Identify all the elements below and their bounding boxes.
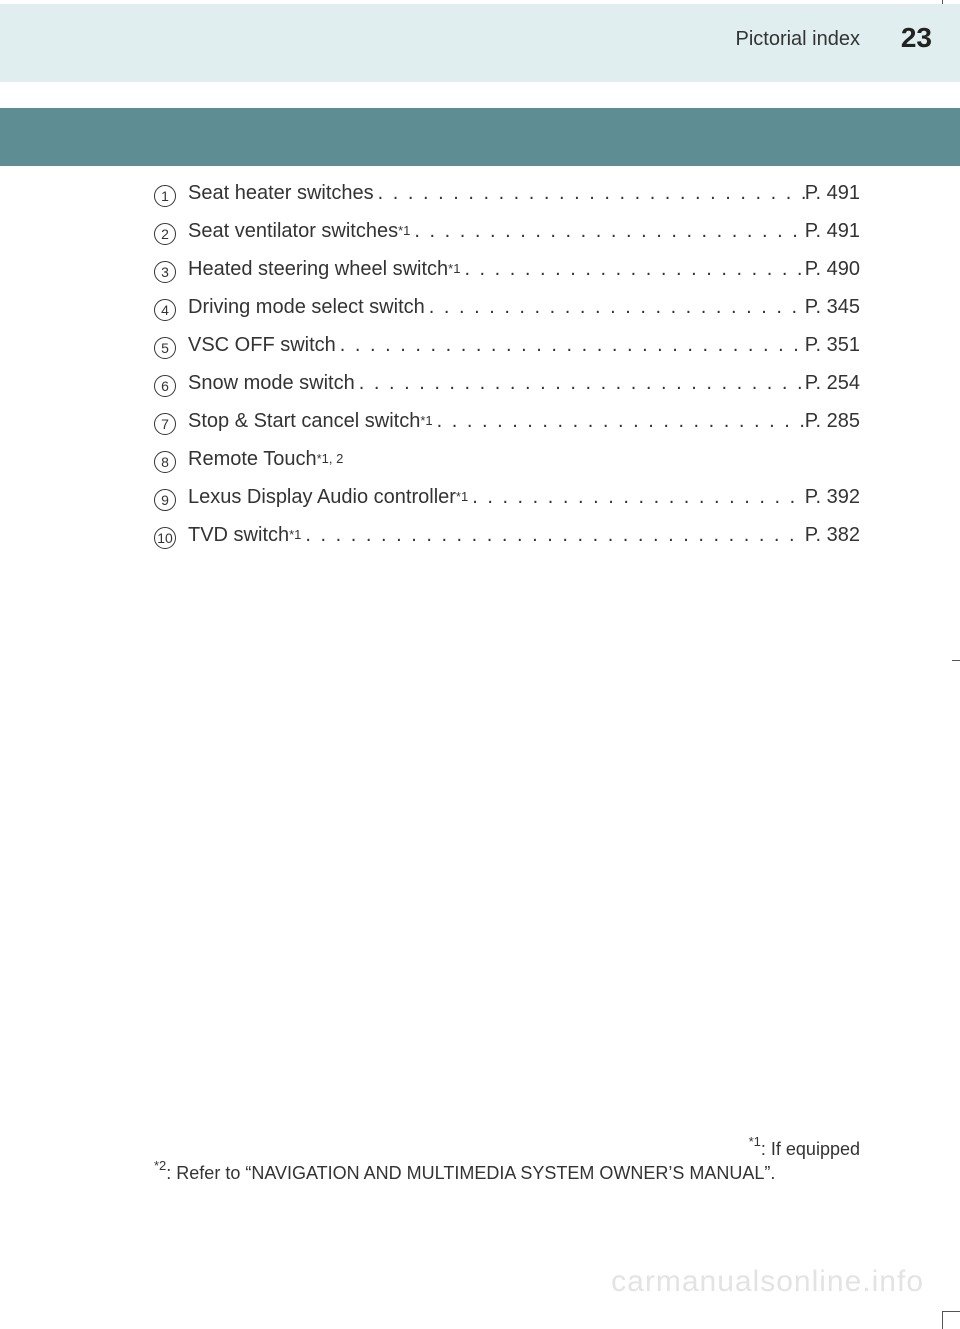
crop-tick-mid-right	[952, 660, 960, 661]
page-number: 23	[901, 22, 932, 54]
entry-number-icon: 5	[154, 337, 176, 359]
entry-superscript: *1	[420, 413, 432, 428]
index-entry: 7 Stop & Start cancel switch*1 P. 285	[154, 410, 860, 433]
footnote-1-text: : If equipped	[761, 1139, 860, 1159]
watermark: carmanualsonline.info	[611, 1265, 924, 1299]
entry-page: P. 345	[805, 296, 860, 319]
entry-label: Seat heater switches	[188, 182, 374, 205]
entry-superscript: *1	[289, 527, 301, 542]
footnotes: *1: If equipped *2: Refer to “NAVIGATION…	[154, 1136, 860, 1184]
index-entry: 9 Lexus Display Audio controller*1 P. 392	[154, 486, 860, 509]
entry-page: P. 392	[805, 486, 860, 509]
footnote-1: *1: If equipped	[154, 1136, 860, 1160]
crop-mark-bottom-right	[942, 1311, 960, 1329]
sub-band	[0, 108, 960, 166]
index-entry: 4 Driving mode select switch P. 345	[154, 296, 860, 319]
entry-number-icon: 3	[154, 261, 176, 283]
entry-label: Seat ventilator switches	[188, 220, 398, 243]
entry-label: Snow mode switch	[188, 372, 355, 395]
leader-dots	[460, 258, 804, 281]
entry-superscript: *1, 2	[317, 451, 344, 466]
index-entry: 5 VSC OFF switch P. 351	[154, 334, 860, 357]
entry-number-icon: 4	[154, 299, 176, 321]
index-entry: 6 Snow mode switch P. 254	[154, 372, 860, 395]
index-entry: 1 Seat heater switches P. 491	[154, 182, 860, 205]
entry-number-icon: 8	[154, 451, 176, 473]
index-entry: 2 Seat ventilator switches*1 P. 491	[154, 220, 860, 243]
footnote-2: *2: Refer to “NAVIGATION AND MULTIMEDIA …	[154, 1160, 860, 1184]
entry-page: P. 491	[805, 182, 860, 205]
index-list: 1 Seat heater switches P. 491 2 Seat ventil…	[154, 182, 860, 562]
entry-page: P. 254	[805, 372, 860, 395]
entry-page: P. 491	[805, 220, 860, 243]
index-entry: 8 Remote Touch*1, 2	[154, 448, 860, 471]
entry-label: Lexus Display Audio controller	[188, 486, 456, 509]
entry-superscript: *1	[398, 223, 410, 238]
entry-label: Stop & Start cancel switch	[188, 410, 420, 433]
entry-page: P. 382	[805, 524, 860, 547]
section-title: Pictorial index	[735, 28, 860, 51]
leader-dots	[336, 334, 805, 357]
entry-label: VSC OFF switch	[188, 334, 336, 357]
entry-label: Heated steering wheel switch	[188, 258, 448, 281]
footnote-2-text: : Refer to “NAVIGATION AND MULTIMEDIA SY…	[166, 1163, 775, 1183]
leader-dots	[425, 296, 805, 319]
entry-number-icon: 7	[154, 413, 176, 435]
entry-page: P. 490	[805, 258, 860, 281]
entry-number-icon: 2	[154, 223, 176, 245]
entry-superscript: *1	[456, 489, 468, 504]
footnote-2-sup: *2	[154, 1158, 166, 1173]
leader-dots	[433, 410, 805, 433]
leader-dots	[355, 372, 805, 395]
entry-page: P. 351	[805, 334, 860, 357]
entry-number-icon: 9	[154, 489, 176, 511]
leader-dots	[301, 524, 804, 547]
header-band: Pictorial index 23	[0, 4, 960, 82]
entry-label: Remote Touch	[188, 448, 317, 471]
entry-label: TVD switch	[188, 524, 289, 547]
footnote-1-sup: *1	[749, 1134, 761, 1149]
entry-number-icon: 10	[154, 527, 176, 549]
entry-number-icon: 6	[154, 375, 176, 397]
entry-number-icon: 1	[154, 185, 176, 207]
entry-label: Driving mode select switch	[188, 296, 425, 319]
leader-dots	[410, 220, 804, 243]
entry-page: P. 285	[805, 410, 860, 433]
entry-superscript: *1	[448, 261, 460, 276]
leader-dots	[374, 182, 805, 205]
index-entry: 10 TVD switch*1 P. 382	[154, 524, 860, 547]
leader-dots	[468, 486, 805, 509]
index-entry: 3 Heated steering wheel switch*1 P. 490	[154, 258, 860, 281]
